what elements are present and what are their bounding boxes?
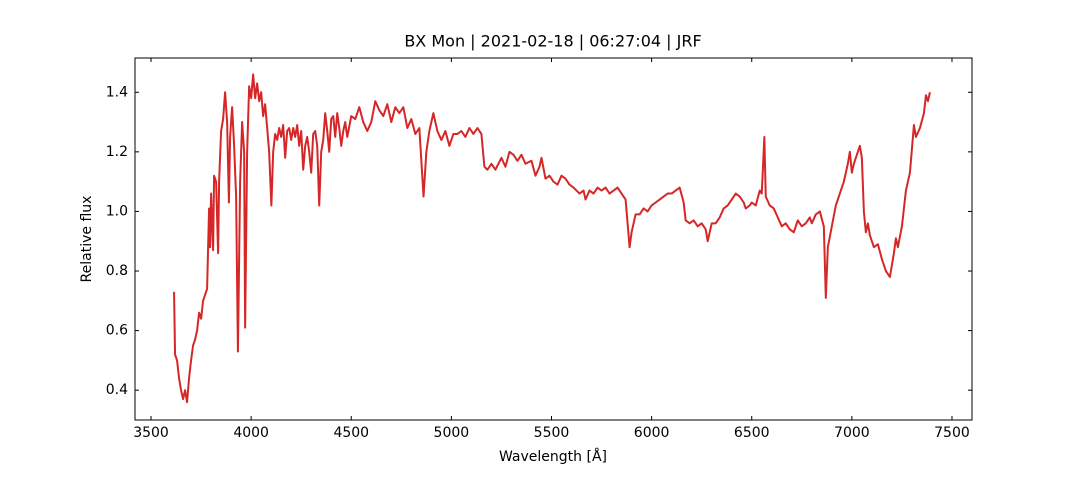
x-tick-label: 6000 [634,425,670,441]
y-tick-label: 1.0 [106,203,128,219]
spectrum-line [173,73,931,404]
x-tick-label: 4500 [333,425,369,441]
y-axis-label: Relative flux [79,196,95,283]
y-tick-label: 0.8 [106,263,128,279]
y-tick-label: 0.4 [106,382,128,398]
plot-area [173,73,931,404]
y-tick-label: 1.4 [106,84,128,100]
x-tick-label: 4000 [233,425,269,441]
x-tick-label: 5000 [434,425,470,441]
y-tick-label: 0.6 [106,323,128,339]
chart-title: BX Mon | 2021-02-18 | 06:27:04 | JRF [404,32,701,51]
y-tick-label: 1.2 [106,144,128,160]
x-tick-label: 3500 [133,425,169,441]
x-axis-label: Wavelength [Å] [499,448,607,465]
x-tick-label: 6500 [734,425,770,441]
axes-frame [134,57,973,421]
x-tick-label: 7000 [834,425,870,441]
x-tick-label: 5500 [534,425,570,441]
x-tick-label: 7500 [934,425,970,441]
